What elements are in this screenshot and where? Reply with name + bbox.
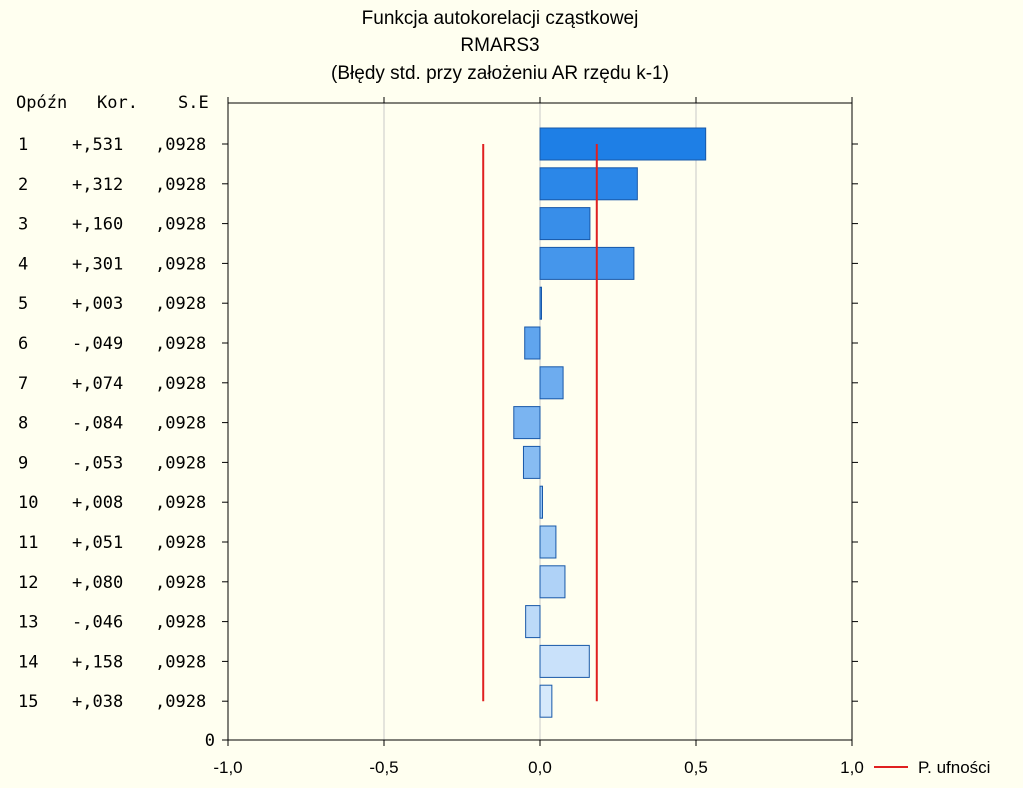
se-value: ,0928 — [155, 573, 206, 593]
pacf-bar — [539, 246, 635, 280]
se-value: ,0928 — [155, 453, 206, 473]
se-value: ,0928 — [155, 613, 206, 633]
lag-label: 9 — [18, 453, 28, 473]
corr-value: +,038 — [72, 692, 123, 712]
pacf-bar — [539, 565, 566, 599]
lag-label: 7 — [18, 374, 28, 394]
x-tick-label: -0,5 — [369, 758, 398, 777]
pacf-bar — [539, 644, 590, 678]
legend-label: P. ufności — [918, 758, 990, 777]
lag-label: 1 — [18, 135, 28, 155]
x-tick-labels: -1,0 -0,5 0,0 0,5 1,0 — [213, 758, 863, 777]
lag-label: 12 — [18, 573, 38, 593]
confidence-limits — [482, 144, 598, 702]
se-value: ,0928 — [155, 533, 206, 553]
corr-value: -,049 — [72, 334, 123, 354]
pacf-bar — [539, 207, 591, 241]
pacf-bar — [513, 406, 541, 440]
se-value: ,0928 — [155, 374, 206, 394]
lag-label: 6 — [18, 334, 28, 354]
chart-note: (Błędy std. przy założeniu AR rzędu k-1) — [331, 63, 669, 84]
pacf-bar — [525, 605, 541, 639]
corr-value: +,158 — [72, 652, 123, 672]
lag-label: 5 — [18, 294, 28, 314]
bars — [513, 127, 707, 718]
corr-value: +,008 — [72, 493, 123, 513]
chart-subtitle: RMARS3 — [460, 35, 539, 56]
se-value: ,0928 — [155, 692, 206, 712]
x-tick-label: 0,5 — [684, 758, 708, 777]
axis-ticks — [222, 97, 858, 746]
lag-label: 10 — [18, 493, 38, 513]
pacf-bar — [539, 127, 707, 161]
corr-value: +,080 — [72, 573, 123, 593]
lag-label: 4 — [18, 254, 28, 274]
lag-label: 13 — [18, 613, 38, 633]
se-value: ,0928 — [155, 652, 206, 672]
corr-value: +,301 — [72, 254, 123, 274]
se-value: ,0928 — [155, 294, 206, 314]
lag-label: 8 — [18, 414, 28, 434]
lag-label: 14 — [18, 652, 38, 672]
lag-label: 15 — [18, 692, 38, 712]
corr-value: +,051 — [72, 533, 123, 553]
chart-title: Funkcja autokorelacji cząstkowej — [362, 8, 639, 29]
corr-value: +,003 — [72, 294, 123, 314]
zero-row-label: 0 — [205, 731, 215, 751]
pacf-bar — [539, 684, 553, 718]
lag-label: 3 — [18, 215, 28, 235]
corr-value: -,046 — [72, 613, 123, 633]
corr-value: +,312 — [72, 175, 123, 195]
se-value: ,0928 — [155, 175, 206, 195]
legend: P. ufności — [874, 758, 990, 777]
corr-value: +,531 — [72, 135, 123, 155]
pacf-bar — [539, 286, 542, 320]
lag-table: 1 +,531 ,0928 2 +,312 ,0928 3 +,160 ,0928 4 +,301,… — [18, 135, 215, 751]
pacf-bar — [539, 485, 543, 519]
x-tick-label: -1,0 — [213, 758, 242, 777]
pacf-bar — [539, 167, 638, 201]
lag-label: 11 — [18, 533, 38, 553]
se-value: ,0928 — [155, 414, 206, 434]
header-corr: Kor. — [97, 93, 138, 113]
header-lag: Opóźn — [16, 93, 67, 113]
se-value: ,0928 — [155, 215, 206, 235]
pacf-bar — [524, 326, 541, 360]
corr-value: +,074 — [72, 374, 123, 394]
pacf-bar — [539, 366, 564, 400]
se-value: ,0928 — [155, 493, 206, 513]
corr-value: +,160 — [72, 215, 123, 235]
se-value: ,0928 — [155, 135, 206, 155]
pacf-bar — [522, 445, 541, 479]
x-tick-label: 1,0 — [840, 758, 864, 777]
corr-value: -,053 — [72, 453, 123, 473]
se-value: ,0928 — [155, 334, 206, 354]
se-value: ,0928 — [155, 254, 206, 274]
x-tick-label: 0,0 — [528, 758, 552, 777]
header-se: S.E — [178, 93, 209, 113]
corr-value: -,084 — [72, 414, 123, 434]
lag-label: 2 — [18, 175, 28, 195]
pacf-bar — [539, 525, 557, 559]
